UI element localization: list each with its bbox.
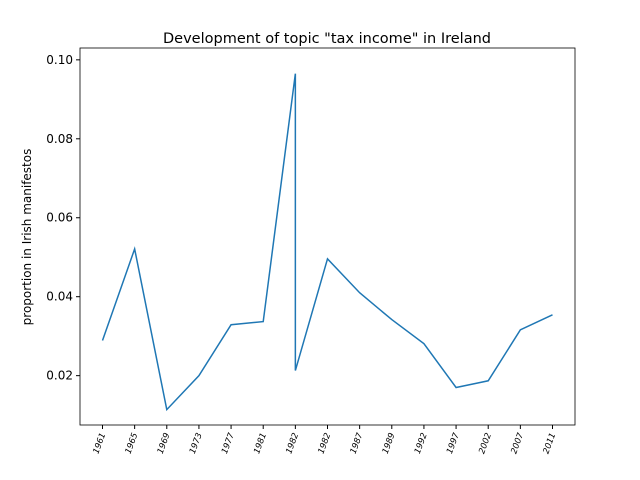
y-tick-label: 0.10 (46, 53, 73, 67)
chart-title: Development of topic "tax income" in Ire… (163, 31, 491, 47)
x-tick-label: 1981 (252, 432, 269, 456)
x-tick-label: 1969 (156, 432, 173, 456)
x-tick-label: 1992 (413, 432, 430, 456)
plot-frame (79, 47, 576, 426)
x-tick-label: 1965 (124, 432, 141, 456)
x-tick-label: 2007 (509, 431, 526, 455)
x-tick-label: 2002 (477, 432, 494, 456)
y-axis-label: proportion in Irish manifestos (20, 149, 34, 326)
x-tick-label: 1989 (381, 432, 398, 456)
y-tick-label: 0.08 (46, 132, 73, 146)
x-tick-label: 2011 (542, 432, 559, 456)
y-tick-label: 0.06 (46, 211, 73, 225)
x-tick-label: 1977 (220, 431, 237, 455)
x-tick-label: 1982 (317, 432, 334, 456)
x-tick-label: 1987 (349, 431, 366, 455)
x-tick-label: 1982 (284, 432, 301, 456)
x-tick-label: 1961 (92, 432, 109, 456)
y-tick-label: 0.02 (46, 369, 73, 383)
x-tick-label: 1973 (188, 432, 205, 456)
x-tick-label: 1997 (445, 431, 462, 455)
line (101, 73, 553, 412)
y-tick-label: 0.04 (46, 290, 73, 304)
